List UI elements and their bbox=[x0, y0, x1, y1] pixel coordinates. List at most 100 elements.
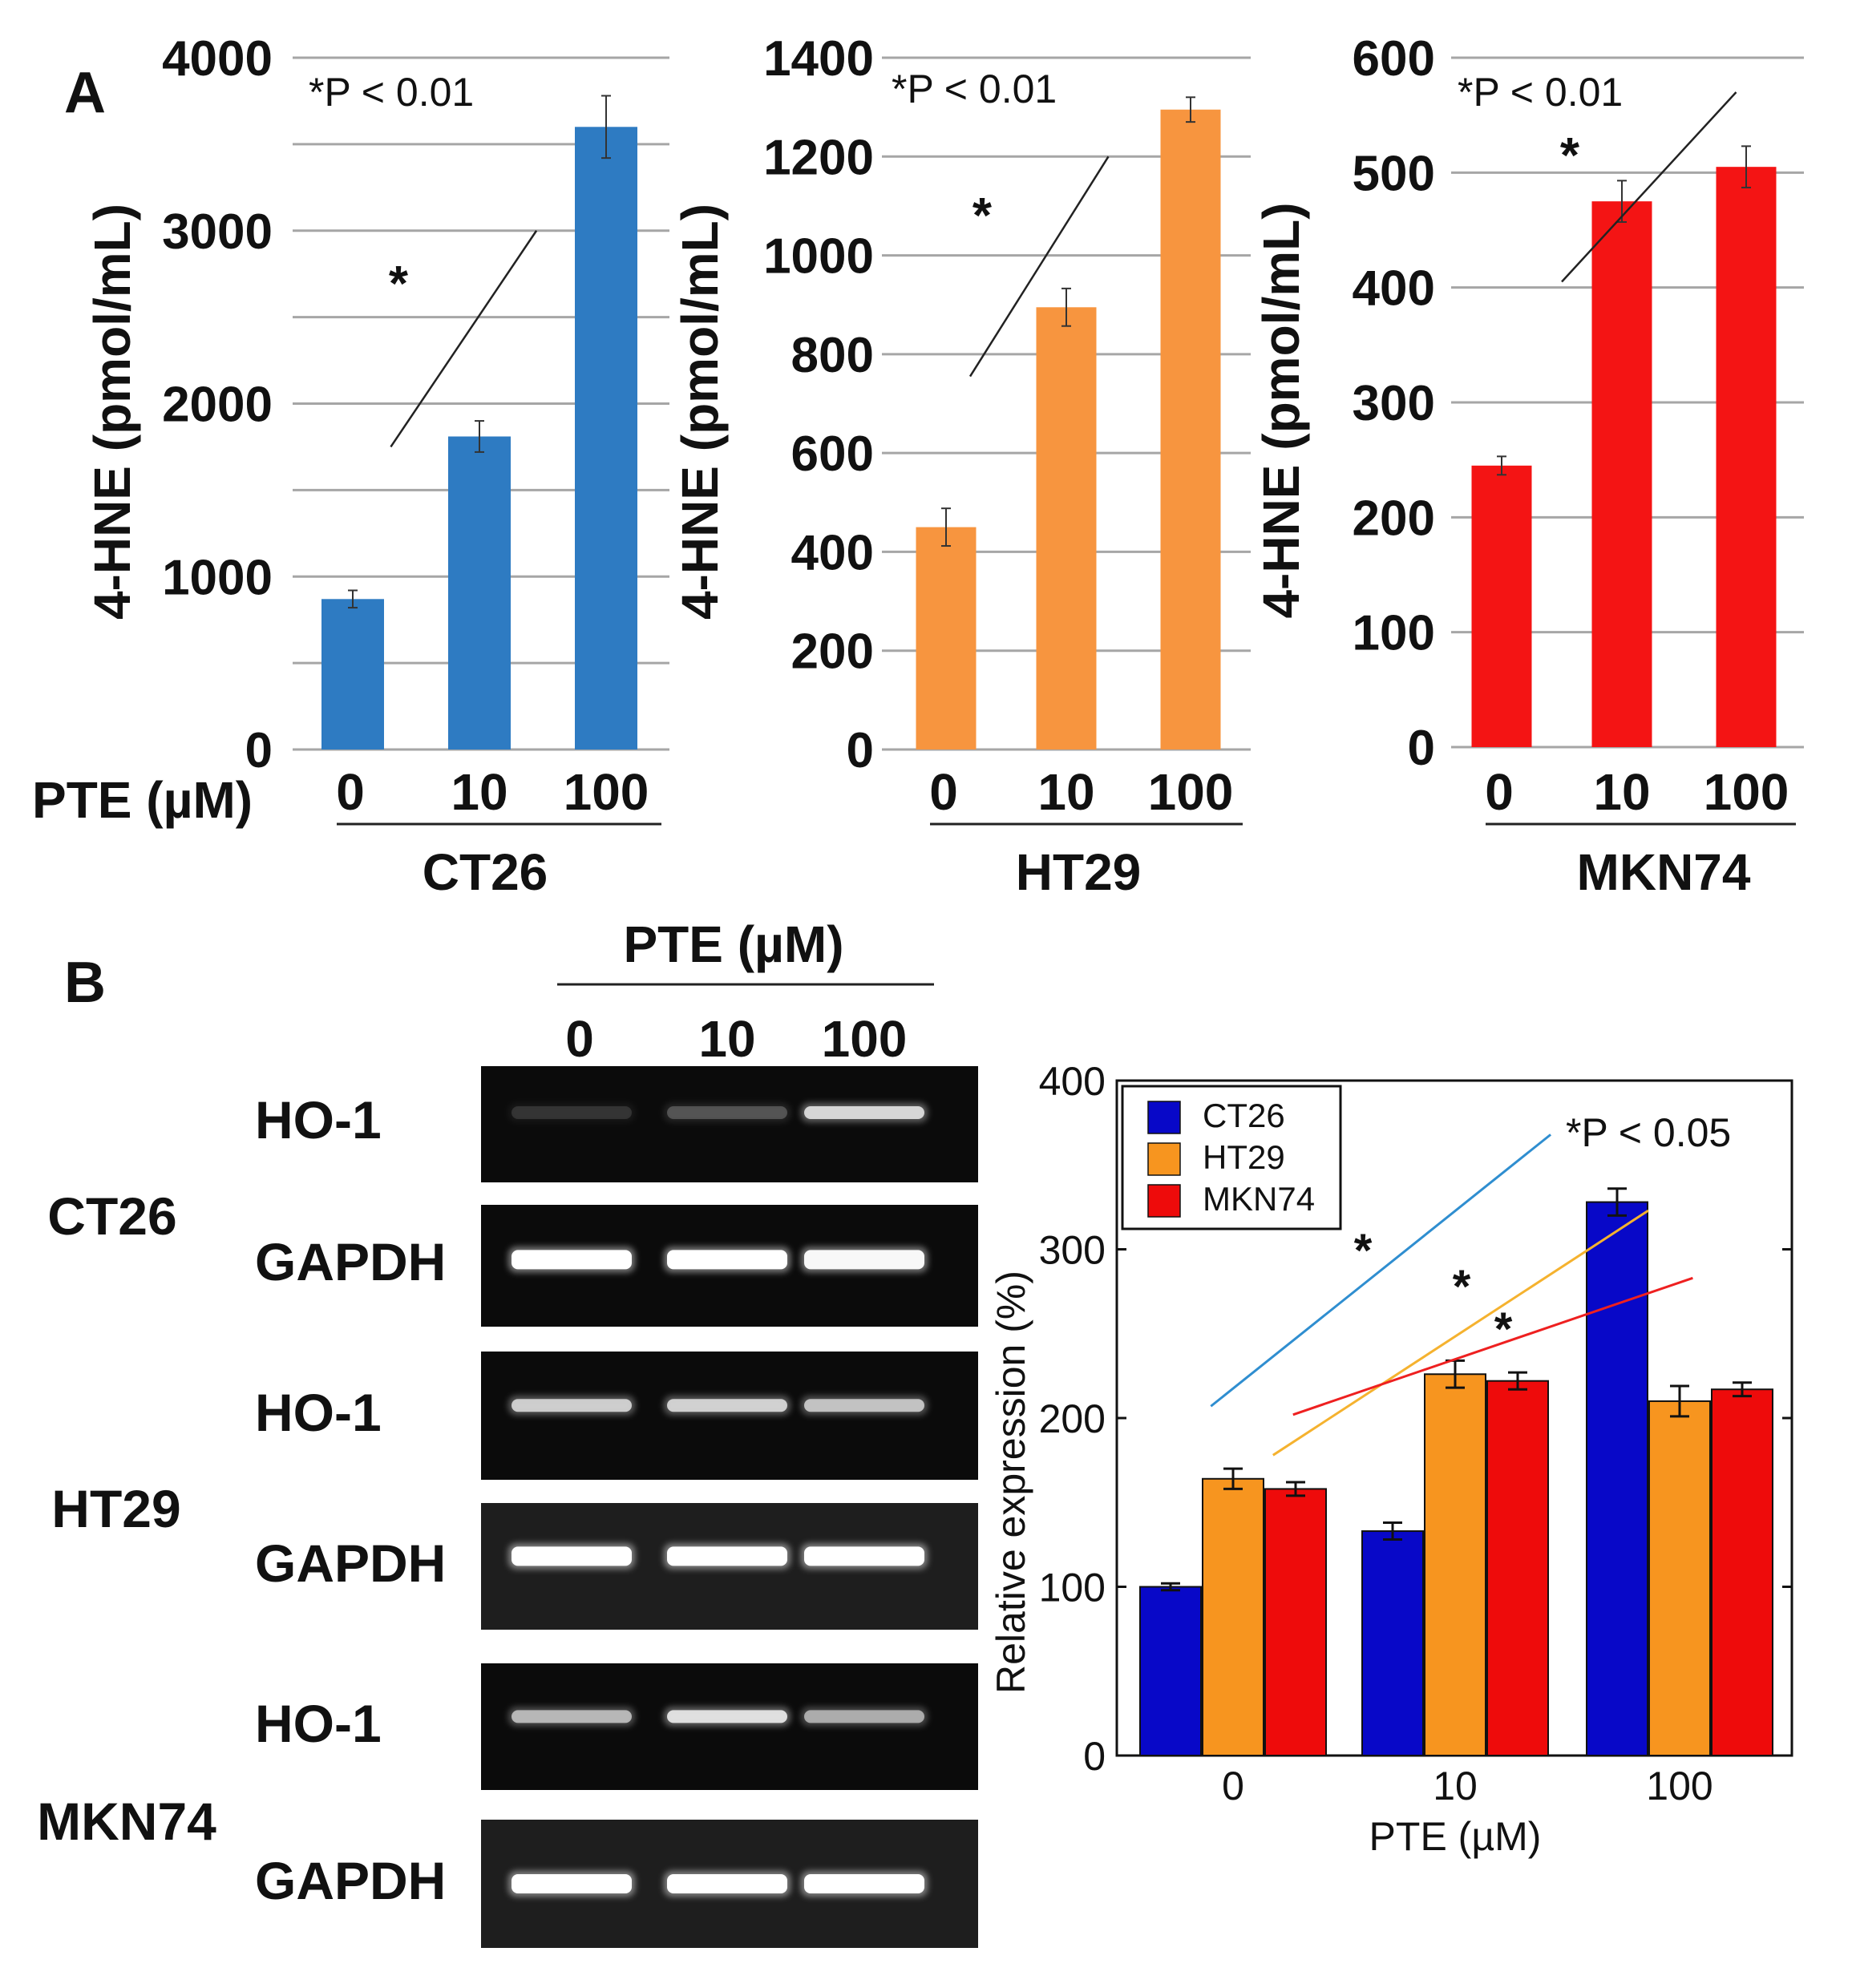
gel-band bbox=[664, 1707, 791, 1727]
legend-label: HT29 bbox=[1203, 1138, 1285, 1176]
error-bar bbox=[348, 589, 358, 609]
significance-annotation: *P < 0.01 bbox=[892, 67, 1057, 111]
y-tick-label: 400 bbox=[1039, 1059, 1106, 1104]
gel-band bbox=[508, 1871, 635, 1897]
significance-annotation: *P < 0.01 bbox=[309, 70, 474, 115]
gel-band-core bbox=[512, 1106, 632, 1119]
gel-band bbox=[508, 1103, 635, 1122]
legend: CT26 HT29 MKN74 bbox=[1121, 1085, 1342, 1230]
y-axis-label: 4-HNE (pmol/mL) bbox=[83, 204, 141, 620]
bar-ct26-10 bbox=[448, 436, 511, 750]
gel-row-label: HO-1 bbox=[255, 1383, 382, 1442]
significance-line bbox=[1210, 1133, 1552, 1408]
y-tick-label: 800 bbox=[791, 328, 874, 383]
x-axis-label: PTE (µM) bbox=[1369, 1814, 1542, 1859]
gel-band bbox=[508, 1707, 635, 1727]
y-tick-label: 400 bbox=[791, 525, 874, 580]
y-tick-label: 200 bbox=[1353, 491, 1435, 546]
y-tick-label: 1400 bbox=[763, 31, 874, 87]
gel-strip bbox=[481, 1352, 978, 1480]
gel-band-core bbox=[512, 1710, 632, 1723]
cell-line-label: MKN74 bbox=[1577, 843, 1751, 901]
x-tick-label: 100 bbox=[1704, 763, 1789, 821]
bar-mkn74-0 bbox=[1264, 1488, 1327, 1757]
y-tick-label: 2000 bbox=[162, 378, 273, 433]
y-tick-label: 200 bbox=[1039, 1396, 1106, 1441]
gel-band-core bbox=[667, 1874, 787, 1893]
y-tick-label: 3000 bbox=[162, 204, 273, 260]
x-tick-label: 100 bbox=[1148, 763, 1234, 821]
error-bar bbox=[1286, 1481, 1305, 1497]
gel-band bbox=[801, 1396, 928, 1416]
error-bar bbox=[1607, 1187, 1627, 1217]
significance-mark: * bbox=[1494, 1303, 1513, 1356]
bar-ct26-100 bbox=[575, 127, 637, 750]
y-tick-label: 1200 bbox=[763, 130, 874, 185]
gel-band-glow bbox=[508, 1103, 635, 1122]
cell-line-label: HT29 bbox=[1016, 843, 1142, 901]
gel-band bbox=[508, 1543, 635, 1570]
error-bar bbox=[1733, 1381, 1752, 1398]
y-tick-label: 600 bbox=[791, 426, 874, 482]
error-bar bbox=[1508, 1371, 1527, 1391]
y-axis-label: 4-HNE (pmol/mL) bbox=[671, 204, 729, 620]
gel-pte-title: PTE (µM) bbox=[623, 915, 843, 973]
significance-mark: * bbox=[1560, 128, 1580, 184]
gel-band-core bbox=[512, 1250, 632, 1270]
x-tick-label: 10 bbox=[1037, 763, 1094, 821]
x-tick-label: 100 bbox=[1646, 1764, 1712, 1808]
gel-lane-label: 0 bbox=[565, 1010, 594, 1068]
significance-line bbox=[1561, 91, 1737, 283]
bar-ct26-0 bbox=[321, 599, 384, 750]
gel-band-core bbox=[804, 1546, 924, 1566]
gel-band-glow bbox=[664, 1103, 791, 1122]
gel-row-label: HO-1 bbox=[255, 1694, 382, 1753]
significance-mark: * bbox=[389, 257, 409, 312]
gel-lane-label: 10 bbox=[698, 1010, 755, 1068]
significance-line bbox=[1272, 1209, 1649, 1457]
bar-ht29-10 bbox=[1424, 1373, 1486, 1757]
legend-swatch-ct26 bbox=[1147, 1101, 1181, 1134]
y-axis-label: Relative expression (%) bbox=[989, 1271, 1033, 1694]
gel-band bbox=[664, 1103, 791, 1122]
gel-lane-label: 100 bbox=[822, 1010, 908, 1068]
gel-band bbox=[664, 1543, 791, 1570]
legend-label: MKN74 bbox=[1203, 1180, 1315, 1218]
gel-image-panel: PTE (µM) 0 10 100 CT26 HO-1 GAPDH HT29 HO-1 GAPDH… bbox=[37, 915, 978, 1948]
gel-row-label: GAPDH bbox=[255, 1232, 446, 1291]
error-bar bbox=[1161, 1582, 1180, 1592]
gel-band-core bbox=[667, 1546, 787, 1566]
gel-band-core bbox=[667, 1106, 787, 1119]
bar-mkn74-100 bbox=[1716, 167, 1777, 747]
legend-label: CT26 bbox=[1203, 1097, 1285, 1134]
panel-a-pte-label: PTE (µM) bbox=[32, 771, 253, 829]
bar-ht29-100 bbox=[1160, 109, 1221, 750]
significance-mark: * bbox=[973, 188, 993, 244]
error-bar bbox=[941, 507, 951, 548]
error-bar bbox=[1497, 455, 1506, 476]
gel-strip bbox=[481, 1066, 978, 1182]
gel-band-core bbox=[804, 1399, 924, 1412]
gel-cell-line-label: MKN74 bbox=[37, 1792, 216, 1851]
y-tick-label: 0 bbox=[847, 723, 874, 778]
bar-mkn74-10 bbox=[1591, 201, 1652, 747]
y-tick-label: 400 bbox=[1353, 261, 1435, 317]
gel-band-core bbox=[667, 1250, 787, 1270]
x-tick-label: 10 bbox=[1593, 763, 1650, 821]
y-tick-label: 100 bbox=[1353, 606, 1435, 661]
gel-band bbox=[664, 1396, 791, 1416]
significance-annotation: *P < 0.01 bbox=[1458, 70, 1623, 115]
significance-annotation: *P < 0.05 bbox=[1566, 1110, 1731, 1155]
gel-band-core bbox=[512, 1546, 632, 1566]
bar-ht29-0 bbox=[916, 527, 977, 750]
error-bar bbox=[1186, 96, 1195, 123]
bar-ct26-0 bbox=[1139, 1586, 1202, 1756]
gel-band bbox=[508, 1247, 635, 1273]
gel-strip bbox=[481, 1663, 978, 1790]
significance-mark: * bbox=[1354, 1225, 1373, 1277]
significance-line bbox=[1292, 1276, 1693, 1416]
error-bar bbox=[475, 420, 484, 453]
gel-band-core bbox=[804, 1106, 924, 1119]
x-tick-label: 100 bbox=[564, 763, 649, 821]
